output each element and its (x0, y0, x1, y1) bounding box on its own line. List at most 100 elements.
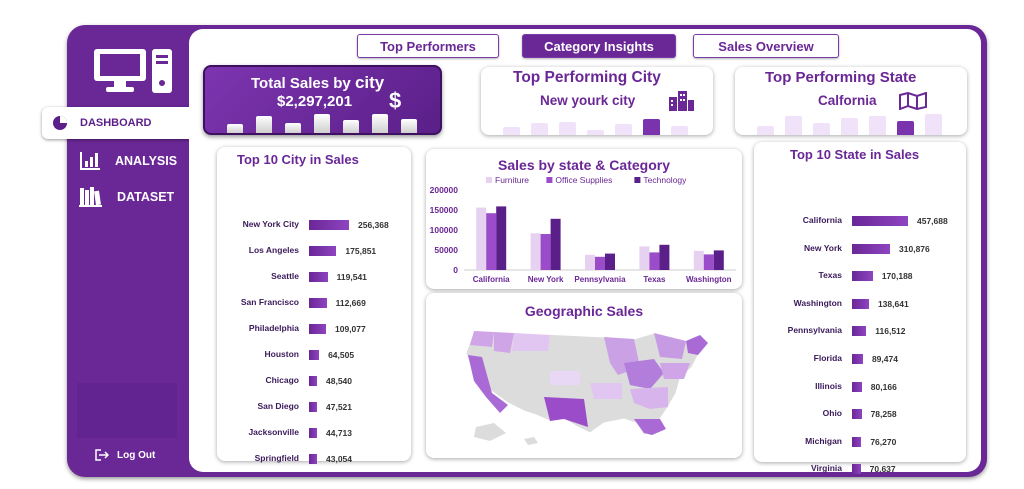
bar-value: 80,166 (870, 381, 897, 392)
total-sales-kpi: Total Sales by city $2,297,201 $ (203, 65, 442, 135)
nav-analysis[interactable]: ANALYSIS (79, 149, 177, 173)
sparkline-bar (531, 122, 548, 135)
bar-value: 109,077 (335, 324, 366, 334)
bar-value: 89,474 (871, 354, 898, 364)
logout-label: Log Out (117, 449, 156, 461)
bar-value: 48,540 (326, 376, 352, 386)
bar (852, 243, 891, 254)
bar (852, 464, 861, 475)
bar-label: Chicago (265, 375, 299, 385)
y-tick-label: 200000 (430, 185, 459, 195)
bar (852, 436, 862, 447)
nav-dataset-label: DATASET (117, 190, 175, 204)
sales-by-state-category-chart: Sales by state & Category Furniture Office… (430, 157, 736, 284)
category-bar (703, 254, 714, 270)
category-bar (585, 254, 595, 270)
logout-button[interactable]: Log Out (95, 449, 155, 461)
bar-label: Virginia (810, 463, 842, 474)
bar-value: 76,270 (870, 436, 897, 447)
dollar-icon: $ (389, 88, 402, 113)
bar-label: Seattle (271, 271, 299, 281)
city-sales-title: Top 10 City in Sales (237, 152, 359, 167)
category-bar (550, 218, 561, 270)
sparkline-bar (559, 121, 576, 135)
bar (852, 381, 862, 392)
bar (852, 298, 869, 309)
sparkline-bar (925, 114, 942, 135)
y-tick-label: 50000 (434, 245, 458, 255)
category-bar (649, 252, 660, 270)
bar-label: Los Angeles (248, 245, 299, 255)
sidebar: DASHBOARD ANALYSIS DATASET (42, 25, 189, 477)
bar-value: 47,521 (326, 402, 352, 412)
category-bar (540, 234, 551, 270)
nav-dashboard[interactable]: DASHBOARD (42, 107, 189, 139)
category-bar (595, 256, 605, 270)
bar-label: Pennsylvania (787, 325, 842, 336)
top-city-card: Top Performing City New yourk city (481, 67, 713, 135)
nav-dataset[interactable]: DATASET (79, 185, 174, 209)
bar-label: San Diego (257, 401, 299, 411)
bar-label: New York City (242, 219, 299, 229)
bar-label: Philadelphia (248, 323, 299, 333)
category-bar (639, 246, 650, 270)
top-state-sales-card: Top 10 State in Sales California 457,688 N… (754, 142, 966, 475)
category-bar (530, 233, 541, 270)
map-icon (899, 92, 927, 110)
tab-category-insights[interactable]: Category Insights (522, 34, 676, 58)
bar (309, 402, 317, 412)
bar (309, 272, 328, 282)
x-tick-label: New York (528, 275, 564, 284)
bar-value: 175,851 (345, 246, 377, 256)
bar-value: 64,505 (328, 350, 355, 360)
city-buildings-icon (669, 91, 694, 111)
y-tick-label: 100000 (430, 225, 459, 235)
kpi-title-prefix: Total Sales by (251, 75, 355, 92)
bar-label: Illinois (815, 380, 842, 391)
bar (309, 220, 349, 230)
main-panel: Top Performers Category Insights Sales O… (189, 29, 981, 475)
sparkline-bar (869, 115, 886, 135)
sparkline-bar (897, 120, 914, 135)
nav-analysis-label: ANALYSIS (115, 154, 178, 168)
sparkline-bar (841, 118, 858, 135)
bar-label: Texas (818, 270, 842, 281)
category-bar (605, 253, 615, 270)
tab-sales-overview[interactable]: Sales Overview (693, 34, 839, 58)
bar-value: 457,688 (917, 216, 948, 226)
top-state-title: Top Performing State (765, 69, 917, 86)
bar (852, 409, 862, 420)
bar-value: 70,637 (869, 464, 896, 475)
category-chart-title: Sales by state & Category (498, 157, 670, 173)
us-map (465, 330, 709, 445)
bar (852, 216, 908, 226)
tab-category-insights-label: Category Insights (544, 38, 654, 54)
bar (309, 350, 320, 360)
y-tick-label: 150000 (430, 205, 459, 215)
sparkline-bar (785, 115, 802, 135)
bar-label: California (802, 215, 842, 225)
bar-label: San Francisco (240, 297, 299, 307)
bar-value: 116,512 (875, 326, 906, 337)
top-city-sparkline (503, 113, 693, 135)
tab-top-performers[interactable]: Top Performers (357, 34, 499, 58)
bar-value: 170,188 (881, 271, 913, 282)
tab-sales-overview-label: Sales Overview (718, 38, 814, 54)
tab-top-performers-label: Top Performers (380, 38, 476, 54)
kpi-title-highlight: city (354, 73, 385, 92)
bar (852, 326, 867, 337)
bar (852, 354, 863, 364)
bar-value: 138,641 (877, 298, 909, 309)
bar-label: Florida (813, 353, 842, 363)
bar (309, 298, 327, 308)
bar-value: 119,541 (336, 272, 367, 282)
legend-label: Furniture (495, 175, 529, 185)
computer-icon (94, 49, 172, 93)
category-bar (486, 213, 497, 270)
kpi-spark-bar (314, 114, 330, 133)
bar-value: 44,713 (326, 428, 352, 438)
y-tick-label: 0 (453, 265, 458, 275)
sparkline-bar (671, 126, 688, 135)
sales-by-state-category-card: Sales by state & Category Furniture Office… (426, 149, 742, 289)
bar-value: 43,054 (326, 454, 352, 464)
